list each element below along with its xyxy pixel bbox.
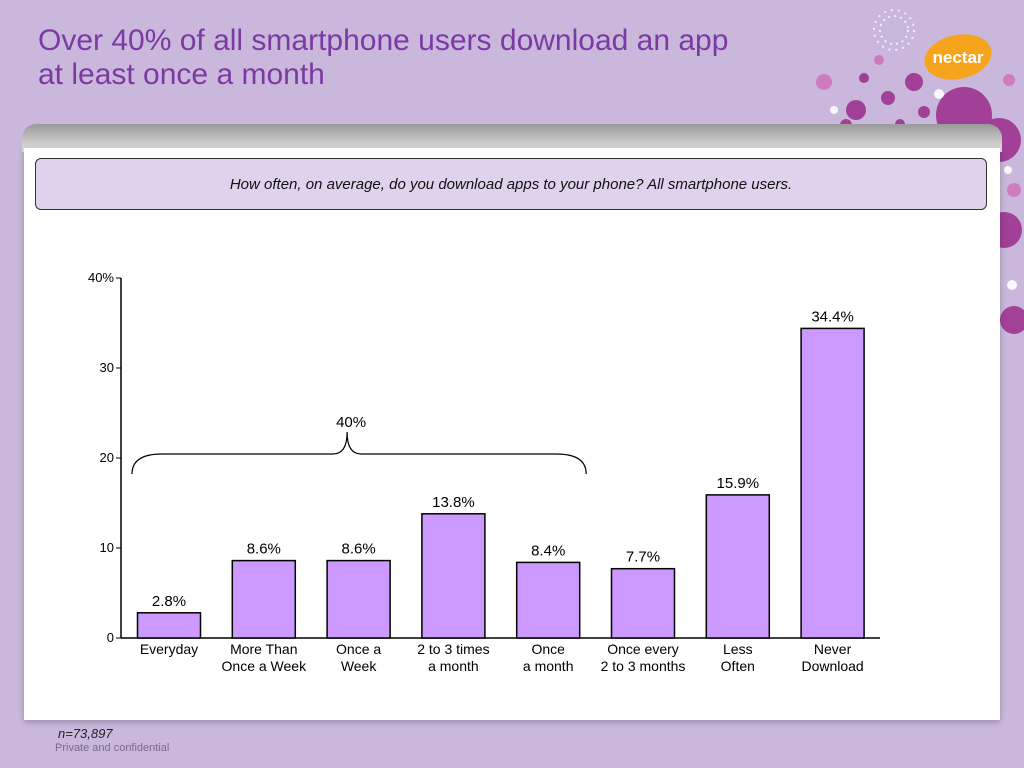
bar (231, 559, 297, 639)
x-category-label: More Than (230, 641, 297, 657)
x-category-label: Often (721, 658, 755, 674)
bracket-annotation-label: 40% (336, 414, 366, 431)
x-category-label: Download (801, 658, 863, 674)
bar-value-label: 13.8% (432, 494, 475, 511)
bar (705, 494, 771, 639)
x-category-label: Never (814, 641, 852, 657)
bar (136, 612, 202, 639)
bar (800, 327, 865, 639)
bar-value-label: 8.4% (531, 542, 565, 559)
x-category-label: 2 to 3 months (601, 658, 686, 674)
y-tick-label: 40% (88, 270, 114, 285)
confidential-footer: Private and confidential (55, 742, 170, 754)
question-box: How often, on average, do you download a… (35, 158, 987, 210)
x-category-label: Week (341, 658, 378, 674)
x-category-label: a month (523, 658, 574, 674)
question-text: How often, on average, do you download a… (229, 175, 793, 193)
bar-value-label: 2.8% (152, 593, 186, 610)
x-category-label: Once every (607, 641, 679, 657)
bar (515, 561, 581, 639)
svg-text:nectar: nectar (932, 48, 983, 67)
x-category-label: Everyday (140, 641, 198, 657)
nectar-logo: nectar (924, 34, 992, 80)
x-category-label: Once (531, 641, 565, 657)
x-category-label: Less (723, 641, 753, 657)
slide-title: Over 40% of all smartphone users downloa… (38, 24, 729, 91)
card-header-bar (22, 124, 1002, 152)
bracket-annotation (131, 431, 587, 475)
x-category-label: Once a (336, 641, 381, 657)
bar-value-label: 7.7% (626, 549, 660, 566)
bar (421, 513, 486, 639)
bar-value-label: 15.9% (717, 475, 760, 492)
bar-value-label: 34.4% (811, 308, 854, 325)
x-category-label: a month (428, 658, 479, 674)
sample-size: n=73,897 (58, 726, 113, 741)
y-tick-label: 20 (100, 450, 114, 465)
x-category-label: Once a Week (222, 658, 308, 674)
bar-value-label: 8.6% (247, 541, 281, 558)
y-tick-label: 10 (100, 540, 114, 555)
y-tick-label: 30 (100, 360, 114, 375)
y-tick-label: 0 (107, 630, 114, 645)
bar (326, 559, 391, 639)
bar-value-label: 8.6% (341, 541, 375, 558)
x-category-label: 2 to 3 times (417, 641, 489, 657)
bar (610, 567, 676, 639)
